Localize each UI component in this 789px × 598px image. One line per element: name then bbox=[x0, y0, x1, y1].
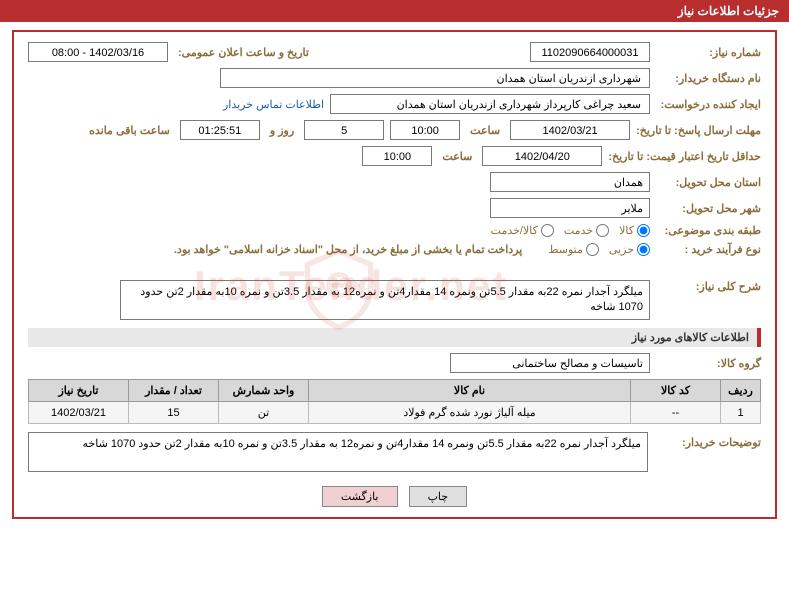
validity-label: حداقل تاریخ اعتبار قیمت: تا تاریخ: bbox=[608, 150, 761, 163]
deadline-send-time: 10:00 bbox=[390, 120, 460, 140]
th-name: نام کالا bbox=[309, 380, 631, 402]
days-value: 5 bbox=[304, 120, 384, 140]
th-qty: تعداد / مقدار bbox=[129, 380, 219, 402]
td-date: 1402/03/21 bbox=[29, 402, 129, 424]
th-code: کد کالا bbox=[631, 380, 721, 402]
buyer-org-label: نام دستگاه خریدار: bbox=[656, 72, 761, 85]
content-frame: IranTender.net شماره نیاز: 1102090664000… bbox=[12, 30, 777, 519]
print-button[interactable]: چاپ bbox=[409, 486, 468, 507]
radio-service-label: خدمت bbox=[564, 224, 593, 237]
buyer-notes-value: میلگرد آجدار نمره 22به مقدار 5.5تن ونمره… bbox=[28, 432, 648, 472]
radio-goods-label: کالا bbox=[619, 224, 634, 237]
countdown-value: 01:25:51 bbox=[180, 120, 260, 140]
goods-group-label: گروه کالا: bbox=[656, 357, 761, 370]
goods-table: ردیف کد کالا نام کالا واحد شمارش تعداد /… bbox=[28, 379, 761, 424]
th-unit: واحد شمارش bbox=[219, 380, 309, 402]
city-label: شهر محل تحویل: bbox=[656, 202, 761, 215]
deadline-send-date: 1402/03/21 bbox=[510, 120, 630, 140]
goods-section-header: اطلاعات کالاهای مورد نیاز bbox=[28, 328, 761, 347]
buyer-notes-label: توضیحات خریدار: bbox=[656, 432, 761, 449]
city-value: ملایر bbox=[490, 198, 650, 218]
td-unit: تن bbox=[219, 402, 309, 424]
th-row: ردیف bbox=[721, 380, 761, 402]
radio-service[interactable] bbox=[596, 224, 609, 237]
need-summary-value: میلگرد آجدار نمره 22به مقدار 5.5تن ونمره… bbox=[120, 280, 650, 320]
radio-goods-service[interactable] bbox=[541, 224, 554, 237]
province-value: همدان bbox=[490, 172, 650, 192]
td-name: میله آلیاژ نورد شده گرم فولاد bbox=[309, 402, 631, 424]
days-label: روز و bbox=[266, 124, 298, 137]
page-title: جزئیات اطلاعات نیاز bbox=[678, 4, 779, 18]
need-number-label: شماره نیاز: bbox=[656, 46, 761, 59]
process-note: پرداخت تمام یا بخشی از مبلغ خرید، از محل… bbox=[174, 243, 522, 256]
page-header: جزئیات اطلاعات نیاز bbox=[0, 0, 789, 22]
goods-group-value: تاسیسات و مصالح ساختمانی bbox=[450, 353, 650, 373]
buyer-org-value: شهرداری ازندریان استان همدان bbox=[220, 68, 650, 88]
radio-goods[interactable] bbox=[637, 224, 650, 237]
th-date: تاریخ نیاز bbox=[29, 380, 129, 402]
requester-value: سعید چراغی کارپرداز شهرداری ازندریان است… bbox=[330, 94, 650, 114]
province-label: استان محل تحویل: bbox=[656, 176, 761, 189]
td-n: 1 bbox=[721, 402, 761, 424]
table-row: 1 -- میله آلیاژ نورد شده گرم فولاد تن 15… bbox=[29, 402, 761, 424]
requester-label: ایجاد کننده درخواست: bbox=[656, 98, 761, 111]
need-summary-label: شرح کلی نیاز: bbox=[656, 280, 761, 293]
td-code: -- bbox=[631, 402, 721, 424]
back-button[interactable]: بازگشت bbox=[322, 486, 398, 507]
announce-label: تاریخ و ساعت اعلان عمومی: bbox=[174, 46, 313, 59]
time-label-2: ساعت bbox=[438, 150, 476, 163]
radio-medium[interactable] bbox=[586, 243, 599, 256]
td-qty: 15 bbox=[129, 402, 219, 424]
process-label: نوع فرآیند خرید : bbox=[656, 243, 761, 256]
category-label: طبقه بندی موضوعی: bbox=[656, 224, 761, 237]
radio-medium-label: متوسط bbox=[548, 243, 583, 256]
deadline-send-label: مهلت ارسال پاسخ: تا تاریخ: bbox=[636, 124, 761, 137]
radio-goods-service-label: کالا/خدمت bbox=[491, 224, 538, 237]
time-label-1: ساعت bbox=[466, 124, 504, 137]
contact-link[interactable]: اطلاعات تماس خریدار bbox=[223, 98, 324, 111]
announce-value: 1402/03/16 - 08:00 bbox=[28, 42, 168, 62]
need-number-value: 1102090664000031 bbox=[530, 42, 650, 62]
radio-partial[interactable] bbox=[637, 243, 650, 256]
remaining-label: ساعت باقی مانده bbox=[85, 124, 174, 137]
validity-time: 10:00 bbox=[362, 146, 432, 166]
validity-date: 1402/04/20 bbox=[482, 146, 602, 166]
radio-partial-label: جزیی bbox=[609, 243, 634, 256]
